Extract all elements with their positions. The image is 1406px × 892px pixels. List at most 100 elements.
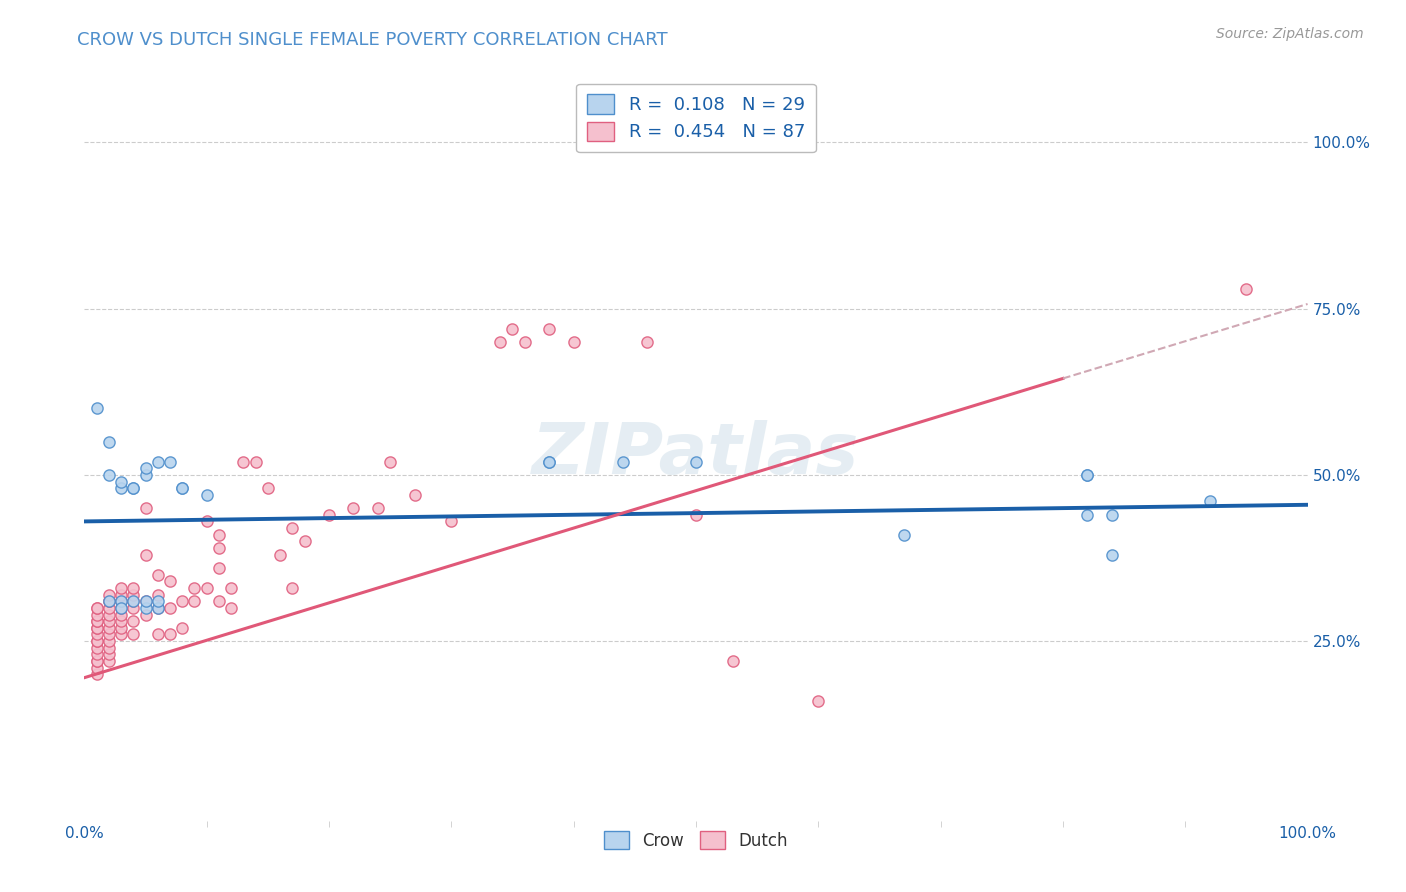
- Point: [146, 567, 169, 582]
- Point: [135, 594, 157, 608]
- Point: [110, 594, 132, 608]
- Point: [219, 581, 242, 595]
- Point: [159, 627, 181, 641]
- Point: [86, 634, 108, 648]
- Point: [110, 588, 132, 602]
- Point: [893, 527, 915, 541]
- Point: [86, 661, 108, 675]
- Point: [97, 654, 120, 668]
- Point: [110, 621, 132, 635]
- Point: [97, 648, 120, 662]
- Point: [122, 627, 145, 641]
- Point: [538, 321, 561, 335]
- Point: [269, 548, 291, 562]
- Point: [513, 334, 536, 349]
- Point: [636, 334, 658, 349]
- Point: [538, 454, 561, 468]
- Point: [122, 481, 145, 495]
- Point: [342, 501, 364, 516]
- Point: [208, 541, 231, 555]
- Point: [146, 594, 169, 608]
- Point: [86, 667, 108, 681]
- Point: [146, 588, 169, 602]
- Point: [110, 481, 132, 495]
- Point: [281, 581, 304, 595]
- Point: [232, 454, 254, 468]
- Point: [86, 654, 108, 668]
- Point: [1076, 508, 1098, 522]
- Point: [86, 648, 108, 662]
- Point: [159, 600, 181, 615]
- Point: [122, 614, 145, 628]
- Point: [538, 454, 561, 468]
- Point: [97, 467, 120, 482]
- Point: [97, 621, 120, 635]
- Point: [208, 561, 231, 575]
- Point: [86, 654, 108, 668]
- Point: [122, 600, 145, 615]
- Legend: Crow, Dutch: Crow, Dutch: [598, 824, 794, 856]
- Point: [97, 594, 120, 608]
- Point: [159, 454, 181, 468]
- Point: [685, 454, 707, 468]
- Point: [86, 627, 108, 641]
- Point: [721, 654, 744, 668]
- Point: [86, 600, 108, 615]
- Point: [135, 594, 157, 608]
- Point: [146, 600, 169, 615]
- Point: [489, 334, 512, 349]
- Text: ZIPatlas: ZIPatlas: [533, 420, 859, 490]
- Point: [97, 588, 120, 602]
- Point: [122, 594, 145, 608]
- Point: [1101, 508, 1123, 522]
- Point: [97, 600, 120, 615]
- Point: [97, 607, 120, 622]
- Point: [122, 594, 145, 608]
- Point: [440, 515, 463, 529]
- Point: [146, 600, 169, 615]
- Point: [183, 594, 205, 608]
- Point: [1076, 467, 1098, 482]
- Point: [404, 488, 426, 502]
- Point: [294, 534, 316, 549]
- Point: [159, 574, 181, 589]
- Point: [110, 475, 132, 489]
- Point: [208, 594, 231, 608]
- Point: [172, 594, 194, 608]
- Point: [86, 600, 108, 615]
- Point: [1236, 282, 1258, 296]
- Text: CROW VS DUTCH SINGLE FEMALE POVERTY CORRELATION CHART: CROW VS DUTCH SINGLE FEMALE POVERTY CORR…: [77, 31, 668, 49]
- Point: [110, 607, 132, 622]
- Point: [97, 640, 120, 655]
- Point: [110, 581, 132, 595]
- Point: [502, 321, 524, 335]
- Point: [685, 508, 707, 522]
- Point: [1101, 548, 1123, 562]
- Point: [562, 334, 585, 349]
- Point: [122, 481, 145, 495]
- Point: [807, 694, 830, 708]
- Point: [1198, 494, 1220, 508]
- Point: [367, 501, 389, 516]
- Point: [208, 527, 231, 541]
- Point: [183, 581, 205, 595]
- Point: [86, 607, 108, 622]
- Point: [86, 634, 108, 648]
- Point: [172, 481, 194, 495]
- Point: [122, 588, 145, 602]
- Point: [97, 634, 120, 648]
- Point: [110, 594, 132, 608]
- Point: [97, 627, 120, 641]
- Point: [318, 508, 340, 522]
- Point: [135, 467, 157, 482]
- Point: [135, 548, 157, 562]
- Point: [195, 488, 218, 502]
- Point: [172, 621, 194, 635]
- Point: [1076, 467, 1098, 482]
- Point: [245, 454, 267, 468]
- Point: [135, 501, 157, 516]
- Point: [110, 600, 132, 615]
- Point: [257, 481, 280, 495]
- Point: [110, 627, 132, 641]
- Point: [97, 594, 120, 608]
